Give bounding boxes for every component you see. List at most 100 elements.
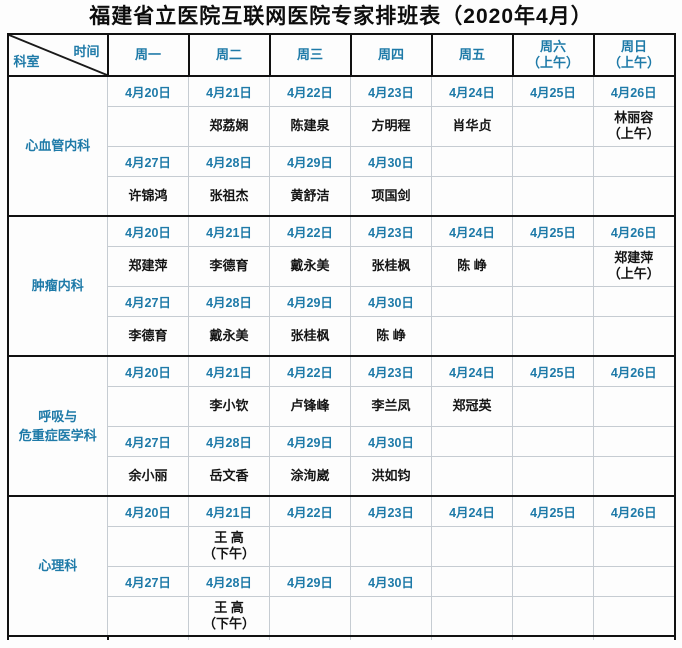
day-header-wed: 周三: [268, 33, 352, 77]
doctor-name-cell: [350, 525, 432, 567]
table-cell: [350, 635, 432, 640]
table-row: 心血管内科 4月20日 4月21日 4月22日 4月23日 4月24日 4月25…: [7, 75, 676, 217]
table-row: 4月27日 4月28日 4月29日 4月30日: [8, 565, 676, 597]
doctor-name-cell: 洪如钧: [350, 455, 432, 497]
date-cell: 4月26日: [593, 495, 676, 527]
doctor-name-cell: 李德育: [107, 315, 189, 357]
date-cell: [512, 145, 594, 177]
table-row: 4月27日 4月28日 4月29日 4月30日: [8, 285, 676, 317]
doctor-name-cell: 李兰凤: [350, 385, 432, 427]
date-cell: 4月21日: [188, 215, 270, 247]
day-header-mon: 周一: [106, 33, 190, 77]
date-cell: 4月29日: [269, 425, 351, 457]
doctor-name-cell: [107, 525, 189, 567]
doctor-name-cell: 陈 峥: [350, 315, 432, 357]
doctor-name-cell: [512, 525, 594, 567]
date-cell: 4月26日: [593, 75, 676, 107]
table-row: 4月27日 4月28日 4月29日 4月30日: [8, 425, 676, 457]
department-cell: 肿瘤内科: [7, 215, 108, 357]
date-cell: 4月28日: [188, 285, 270, 317]
day-header-tue: 周二: [187, 33, 271, 77]
date-cell: 4月27日: [107, 285, 189, 317]
date-cell: 4月27日: [107, 565, 189, 597]
date-cell: [593, 565, 676, 597]
date-cell: 4月29日: [269, 145, 351, 177]
table-row: 李德育 戴永美 张桂枫 陈 峥: [8, 315, 676, 357]
date-cell: 4月25日: [512, 75, 594, 107]
date-cell: 4月22日: [269, 215, 351, 247]
doctor-name-cell: 岳文香: [188, 455, 270, 497]
doctor-name-cell: [107, 385, 189, 427]
date-cell: 4月23日: [350, 215, 432, 247]
doctor-name-cell: [593, 595, 676, 637]
doctor-name-cell: [512, 175, 594, 217]
table-row: 许锦鸿 张祖杰 黄舒洁 项国剑: [8, 175, 676, 217]
doctor-name-cell: [431, 175, 513, 217]
doctor-name-cell: [107, 595, 189, 637]
doctor-name-cell: 王 高 （下午）: [188, 525, 270, 567]
doctor-name-cell: 郑荔娴: [188, 105, 270, 147]
doctor-name-cell: 戴永美: [188, 315, 270, 357]
table-row: 呼吸与 危重症医学科 4月20日 4月21日 4月22日 4月23日 4月24日…: [7, 355, 676, 497]
day-header-sat: 周六 （上午）: [511, 33, 595, 77]
doctor-name-cell: 李德育: [188, 245, 270, 287]
date-cell: 4月27日: [107, 145, 189, 177]
corner-time-label: 时间: [73, 44, 100, 59]
doctor-name-cell: [512, 245, 594, 287]
doctor-name-cell: 项国剑: [350, 175, 432, 217]
date-cell: 4月23日: [350, 355, 432, 387]
table-row: 郑荔娴 陈建泉 方明程 肖华贞 林丽容 （上午）: [8, 105, 676, 147]
date-cell: 4月28日: [188, 425, 270, 457]
doctor-name-cell: 方明程: [350, 105, 432, 147]
department-cell: 心理科: [7, 495, 108, 637]
doctor-name-cell: 余小丽: [107, 455, 189, 497]
date-cell: [431, 145, 513, 177]
date-cell: 4月23日: [350, 495, 432, 527]
doctor-name-cell: [593, 385, 676, 427]
doctor-name-cell: [431, 455, 513, 497]
next-section-sliver: [6, 635, 676, 640]
doctor-name-cell: [269, 595, 351, 637]
doctor-name-cell: 戴永美: [269, 245, 351, 287]
doctor-name-cell: [593, 525, 676, 567]
doctor-name-cell: [431, 595, 513, 637]
doctor-name-cell: [593, 175, 676, 217]
page-title: 福建省立医院互联网医院专家排班表（2020年4月）: [89, 5, 593, 28]
day-header-sun: 周日 （上午）: [592, 33, 676, 77]
doctor-name-cell: [512, 315, 594, 357]
doctor-name-cell: 许锦鸿: [107, 175, 189, 217]
date-cell: 4月30日: [350, 565, 432, 597]
doctor-name-cell: [512, 455, 594, 497]
table-cell: [6, 635, 109, 640]
date-cell: 4月21日: [188, 75, 270, 107]
date-cell: 4月22日: [269, 75, 351, 107]
date-cell: [593, 145, 676, 177]
doctor-name-cell: 郑冠英: [431, 385, 513, 427]
date-cell: [512, 425, 594, 457]
date-cell: 4月30日: [350, 425, 432, 457]
doctor-name-cell: 郑建萍 （上午）: [593, 245, 676, 287]
date-cell: 4月25日: [512, 355, 594, 387]
date-cell: [431, 565, 513, 597]
date-cell: 4月29日: [269, 285, 351, 317]
date-cell: 4月20日: [107, 75, 189, 107]
doctor-name-cell: [593, 315, 676, 357]
doctor-name-cell: [431, 315, 513, 357]
table-cell: [188, 635, 270, 640]
table-row: 余小丽 岳文香 涂洵崴 洪如钧: [8, 455, 676, 497]
doctor-name-cell: 王 高 （下午）: [188, 595, 270, 637]
date-cell: 4月24日: [431, 75, 513, 107]
date-cell: 4月28日: [188, 565, 270, 597]
table-cell: [593, 635, 676, 640]
table-row: 4月27日 4月28日 4月29日 4月30日: [8, 145, 676, 177]
doctor-name-cell: [593, 455, 676, 497]
day-header-fri: 周五: [430, 33, 514, 77]
doctor-name-cell: 张祖杰: [188, 175, 270, 217]
date-cell: 4月20日: [107, 215, 189, 247]
date-cell: 4月22日: [269, 495, 351, 527]
date-cell: 4月27日: [107, 425, 189, 457]
corner-cell: 科室 时间: [6, 33, 109, 77]
doctor-name-cell: 涂洵崴: [269, 455, 351, 497]
corner-diagonal-line: [9, 36, 106, 74]
